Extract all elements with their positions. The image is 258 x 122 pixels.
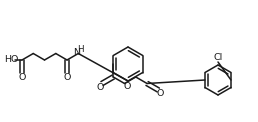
Text: H: H — [77, 45, 84, 54]
Text: O: O — [124, 82, 131, 91]
Text: O: O — [63, 72, 71, 81]
Text: HO: HO — [4, 56, 18, 65]
Text: O: O — [96, 83, 104, 92]
Text: O: O — [18, 72, 26, 81]
Text: N: N — [73, 48, 80, 57]
Text: Cl: Cl — [213, 52, 223, 61]
Text: O: O — [157, 90, 164, 98]
